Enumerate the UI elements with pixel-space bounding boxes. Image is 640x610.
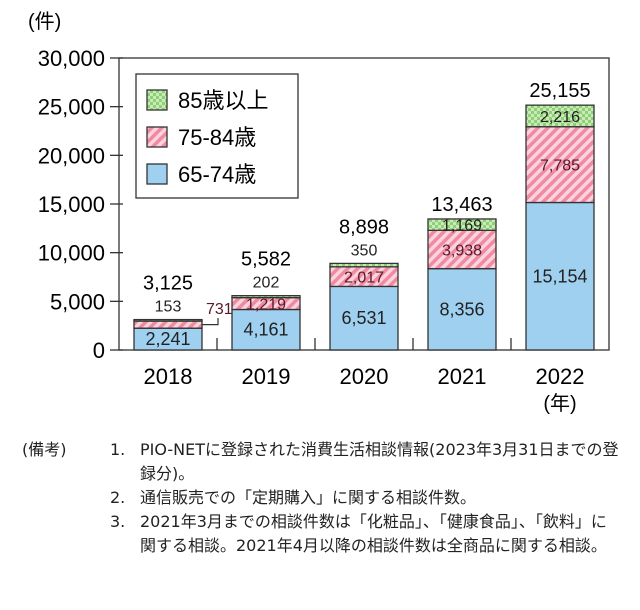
x-tick-label: 2019 [242,364,291,389]
y-tick-label: 25,000 [38,95,105,120]
note-number: 2. [110,488,126,507]
bar-segment [427,268,497,351]
legend-swatch [146,126,168,148]
segment-label: 202 [253,275,280,292]
segment-label: 2,216 [540,109,580,126]
segment-label: 350 [351,242,378,259]
segment-label: 7,785 [540,158,580,175]
note-text: 2021年3月までの相談件数は「化粧品」、「健康食品」、「飲料」に関する相談。2… [140,512,607,555]
total-label: 13,463 [431,194,492,216]
y-tick-label: 15,000 [38,192,105,217]
bar-segment [133,318,203,322]
note-number: 1. [110,440,126,459]
bar-segment [329,285,399,351]
segment-label: 153 [155,299,182,316]
y-tick-label: 5,000 [50,289,105,314]
note-3: 3. 2021年3月までの相談件数は「化粧品」、「健康食品」、「飲料」に関する相… [110,510,622,558]
bar-segment [427,229,497,270]
legend-label: 85歳以上 [178,88,268,113]
legend-swatch [146,89,168,111]
segment-label: 1,169 [442,218,482,235]
segment-label: 6,531 [341,308,386,328]
x-tick-label: 2021 [438,364,487,389]
segment-label: 4,161 [243,320,288,340]
bar-segment [525,126,595,204]
x-axis-label: (年) [543,392,576,415]
bar-segment [427,218,497,231]
y-tick-label: 30,000 [38,46,105,71]
leader-line [202,318,219,326]
note-text: 通信販売での「定期購入」に関する相談件数。 [140,488,477,507]
segment-label: 8,356 [439,299,484,319]
bar-segment [133,320,203,329]
note-1: 1. PIO-NETに登録された消費生活相談情報(2023年3月31日までの登録… [110,438,622,486]
notes: (備考) 1. PIO-NETに登録された消費生活相談情報(2023年3月31日… [22,438,622,558]
total-label: 3,125 [143,273,193,295]
note-text: PIO-NETに登録された消費生活相談情報(2023年3月31日までの登録分)。 [140,440,619,483]
bar-segment [231,295,301,299]
legend-label: 75-84歳 [178,125,256,150]
bar-segment [329,262,399,268]
bar-segment [231,308,301,351]
notes-label: (備考) [22,440,67,459]
legend-label: 65-74歳 [178,162,256,187]
note-number: 3. [110,512,126,531]
segment-label: 2,017 [344,270,384,287]
bar-segment [525,104,595,128]
x-tick-label: 2020 [340,364,389,389]
y-tick-label: 10,000 [38,241,105,266]
segment-label: 731 [206,301,233,318]
total-label: 5,582 [241,249,291,271]
y-axis-label: (件) [28,10,61,33]
y-tick-label: 0 [93,338,105,363]
segment-label: 2,241 [145,329,190,349]
segment-label: 1,219 [246,297,286,314]
x-tick-label: 2018 [144,364,193,389]
segment-label: 15,154 [532,266,587,286]
legend-swatch [146,163,168,185]
segment-label: 3,938 [442,243,482,260]
note-2: 2. 通信販売での「定期購入」に関する相談件数。 [110,486,622,510]
y-tick-label: 20,000 [38,143,105,168]
x-tick-label: 2022 [536,364,585,389]
stacked-bar-chart: (件) 0 5,000 10,000 15,000 20,000 25,000 30,000 2… [28,10,610,415]
bar-segment [525,201,595,351]
total-label: 8,898 [339,216,389,238]
total-label: 25,155 [529,80,590,102]
